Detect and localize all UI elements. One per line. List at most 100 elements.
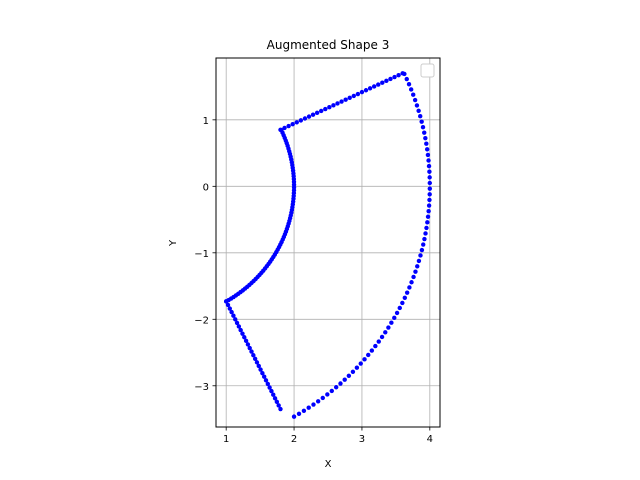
data-point (424, 147, 430, 152)
data-point (346, 373, 352, 378)
data-point (424, 225, 429, 231)
data-point (294, 120, 299, 125)
y-tick-label: −1 (194, 249, 209, 260)
x-tick-label: 2 (291, 434, 297, 445)
data-point (415, 264, 420, 269)
axis-ticks: 1 2 3 4 1 0 −1 −2 −3 (194, 116, 433, 445)
data-point (425, 214, 431, 219)
data-point (355, 91, 361, 97)
data-point (413, 269, 418, 274)
data-point (310, 112, 316, 117)
data-point (338, 381, 343, 386)
data-point (412, 97, 418, 103)
data-point (261, 374, 267, 379)
data-point (376, 339, 381, 344)
data-point (426, 158, 431, 163)
y-tick-label: 1 (203, 116, 209, 127)
data-point (329, 388, 334, 394)
data-point (418, 253, 423, 258)
data-point (418, 114, 423, 119)
data-point (394, 310, 400, 316)
data-point (314, 110, 320, 116)
data-point (420, 124, 426, 130)
data-point (325, 392, 330, 397)
data-point (408, 87, 414, 92)
data-point (315, 399, 321, 404)
y-axis-label: Y (168, 239, 179, 247)
data-point (227, 306, 233, 311)
data-point (411, 274, 416, 280)
data-point (286, 123, 291, 129)
data-point (362, 357, 367, 362)
data-point (354, 365, 360, 370)
data-point (351, 93, 356, 99)
data-point (424, 141, 429, 146)
data-point (427, 192, 432, 197)
data-point (388, 76, 393, 82)
data-point (306, 114, 312, 119)
data-point (414, 103, 420, 108)
data-point (274, 399, 280, 405)
data-point (383, 330, 388, 335)
data-point (234, 320, 240, 326)
data-point (265, 381, 271, 387)
data-point (367, 86, 373, 91)
data-point (422, 236, 427, 242)
data-point (333, 385, 339, 390)
data-point (231, 313, 236, 318)
data-point (373, 343, 378, 349)
y-tick-label: −3 (194, 382, 209, 393)
data-point (426, 163, 432, 169)
data-point (389, 320, 394, 325)
y-tick-label: 0 (203, 182, 209, 193)
data-point (407, 285, 412, 290)
data-point (343, 97, 348, 102)
data-point (426, 208, 431, 214)
data-point (306, 405, 311, 410)
data-point (423, 135, 428, 141)
data-point (425, 220, 430, 225)
data-point (256, 363, 261, 369)
data-point (254, 360, 260, 365)
data-point (282, 125, 287, 131)
data-point (236, 324, 242, 329)
data-point (400, 71, 405, 76)
data-point (243, 338, 249, 344)
data-point (260, 370, 265, 376)
data-point (369, 348, 375, 353)
data-point (242, 335, 247, 340)
data-point (416, 108, 421, 113)
data-point (342, 377, 347, 382)
data-point (258, 367, 263, 372)
data-point (278, 127, 283, 133)
data-point (427, 186, 433, 191)
data-point (379, 334, 385, 340)
data-point (411, 92, 416, 97)
data-point (225, 302, 231, 308)
data-point (426, 203, 432, 208)
data-point (249, 349, 254, 354)
data-point (419, 247, 425, 253)
data-point (302, 116, 308, 121)
data-point (238, 327, 243, 333)
data-point (296, 411, 302, 416)
data-point (400, 300, 405, 306)
grid-lines (216, 58, 440, 427)
data-point (425, 152, 431, 158)
data-point (223, 299, 229, 304)
data-point (267, 385, 272, 390)
data-points (223, 71, 433, 419)
data-point (423, 231, 428, 236)
data-point (233, 317, 238, 322)
data-point (427, 197, 432, 203)
data-point (366, 352, 371, 358)
data-point (245, 342, 251, 347)
data-point (416, 258, 422, 264)
data-point (298, 118, 304, 123)
data-point (359, 89, 365, 95)
data-point (269, 388, 274, 394)
data-point (278, 406, 283, 412)
data-point (419, 119, 424, 124)
